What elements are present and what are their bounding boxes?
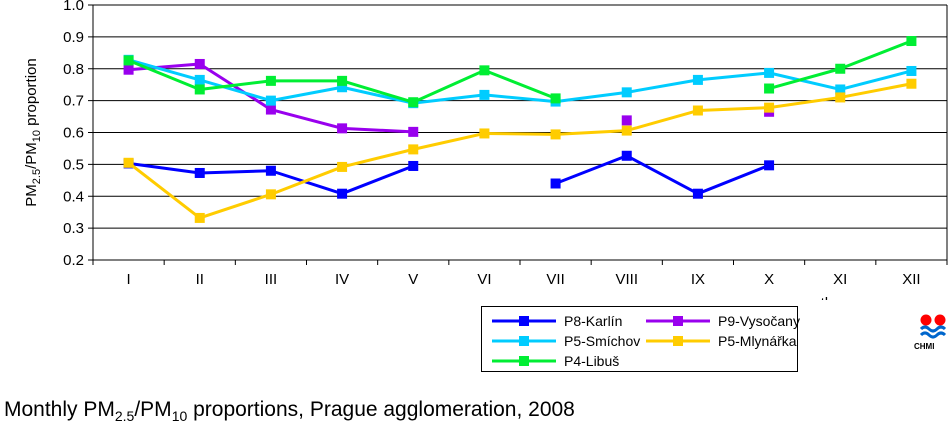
legend-label: P5-Mlynářka: [718, 333, 797, 349]
data-point: [194, 84, 205, 95]
y-axis-label: PM2.5/PM10 proportion: [23, 58, 43, 206]
legend-label: P9-Vysočany: [718, 313, 800, 329]
data-point: [194, 212, 205, 223]
legend-marker-icon: [492, 316, 556, 326]
data-point: [621, 87, 632, 98]
data-point: [621, 125, 632, 136]
y-tick-label: 0.3: [63, 220, 84, 237]
x-tick-label: VI: [477, 271, 491, 288]
data-point: [194, 167, 205, 178]
x-tick-label: V: [408, 271, 418, 288]
data-point: [550, 129, 561, 140]
data-point: [479, 128, 490, 139]
data-point: [906, 36, 917, 47]
series-line: [128, 58, 912, 105]
data-point: [621, 115, 632, 126]
x-tick-label: III: [265, 271, 278, 288]
data-point: [408, 160, 419, 171]
legend: P8-Karlín P9-Vysočany P5-Smíchov P5-Mlyn…: [481, 306, 800, 372]
data-point: [764, 67, 775, 78]
data-point: [265, 104, 276, 115]
chmi-logo-icon: [918, 312, 948, 342]
series-line: [555, 154, 770, 196]
x-tick-label: II: [196, 271, 204, 288]
data-point: [835, 92, 846, 103]
data-point: [265, 189, 276, 200]
data-point: [764, 83, 775, 94]
y-tick-label: 0.4: [63, 188, 84, 205]
x-axis-label: month: [791, 295, 833, 300]
data-point: [550, 178, 561, 189]
y-tick-label: 0.5: [63, 156, 84, 173]
data-point: [692, 105, 703, 116]
y-tick-label: 0.9: [63, 29, 84, 46]
data-point: [337, 123, 348, 134]
data-point: [408, 126, 419, 137]
figure-caption: Monthly PM2.5/PM10 proportions, Prague a…: [4, 398, 575, 424]
x-tick-label: X: [764, 271, 774, 288]
data-point: [906, 65, 917, 76]
data-point: [550, 93, 561, 104]
legend-marker-icon: [646, 316, 710, 326]
caption-mid: /PM: [134, 398, 172, 421]
caption-prefix: Monthly PM: [4, 398, 115, 421]
data-point: [194, 58, 205, 69]
chmi-logo-text: CHMI: [914, 342, 935, 351]
data-point: [337, 82, 348, 93]
data-point: [123, 55, 134, 66]
data-point: [337, 75, 348, 86]
data-point: [835, 84, 846, 95]
data-point: [621, 150, 632, 161]
legend-marker-icon: [646, 336, 710, 346]
x-tick-label: IX: [691, 271, 705, 288]
x-tick-label: VII: [546, 271, 564, 288]
legend-label: P4-Libuš: [564, 353, 620, 369]
legend-label: P5-Smíchov: [564, 333, 641, 349]
chart: 0.20.30.40.50.60.70.80.91.0I II III IV V VI VI…: [23, 0, 948, 300]
data-point: [764, 102, 775, 113]
data-point: [265, 165, 276, 176]
x-tick-label: XI: [833, 271, 847, 288]
y-tick-label: 0.7: [63, 93, 84, 110]
caption-sub2: 10: [171, 408, 188, 425]
data-point: [692, 188, 703, 199]
legend-marker-icon: [492, 356, 556, 366]
legend-marker-icon: [492, 336, 556, 346]
data-point: [265, 95, 276, 106]
y-tick-label: 0.6: [63, 125, 84, 142]
data-point: [123, 64, 134, 75]
data-point: [265, 75, 276, 86]
data-point: [835, 63, 846, 74]
data-point: [479, 89, 490, 100]
data-point: [123, 157, 134, 168]
x-tick-label: I: [126, 271, 130, 288]
data-point: [764, 160, 775, 171]
data-point: [479, 65, 490, 76]
y-tick-label: 0.2: [63, 252, 84, 269]
data-point: [337, 188, 348, 199]
caption-sub1: 2.5: [114, 408, 135, 425]
y-tick-label: 1.0: [63, 0, 84, 14]
data-point: [906, 78, 917, 89]
x-tick-label: IV: [335, 271, 349, 288]
data-point: [194, 74, 205, 85]
series-line: [127, 82, 912, 220]
data-point: [337, 161, 348, 172]
data-point: [408, 97, 419, 108]
data-point: [692, 74, 703, 85]
x-tick-label: VIII: [615, 271, 638, 288]
legend-label: P8-Karlín: [564, 313, 623, 329]
caption-suffix: proportions, Prague agglomeration, 2008: [187, 398, 575, 421]
data-point: [408, 144, 419, 155]
y-tick-label: 0.8: [63, 61, 84, 78]
x-tick-label: XII: [902, 271, 920, 288]
